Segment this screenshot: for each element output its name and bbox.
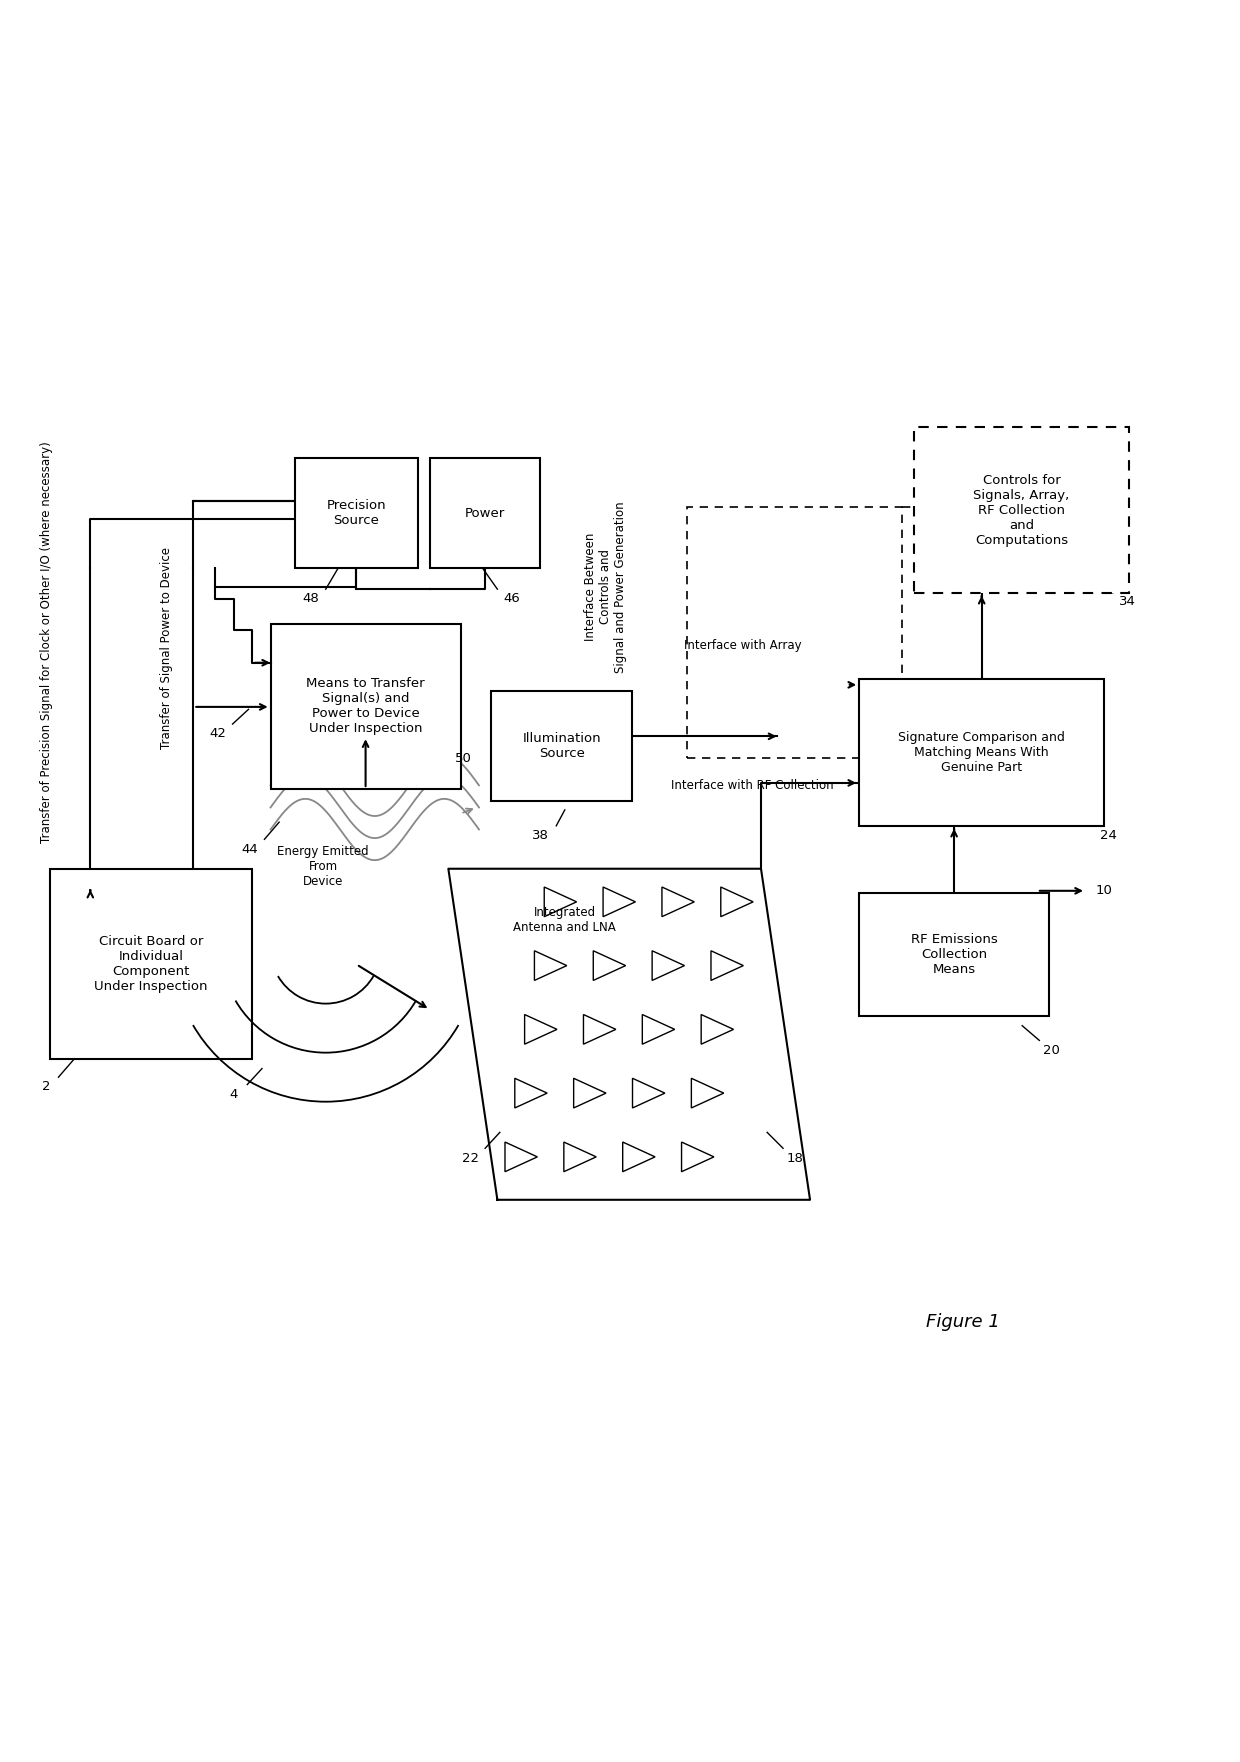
FancyBboxPatch shape xyxy=(914,428,1128,592)
FancyBboxPatch shape xyxy=(859,678,1105,826)
Text: Precision
Source: Precision Source xyxy=(326,499,386,527)
Text: 10: 10 xyxy=(1096,885,1112,897)
Text: Transfer of Precision Signal for Clock or Other I/O (where necessary): Transfer of Precision Signal for Clock o… xyxy=(40,440,52,842)
Text: 22: 22 xyxy=(463,1152,479,1165)
Text: Figure 1: Figure 1 xyxy=(926,1313,1001,1332)
Text: 20: 20 xyxy=(1043,1043,1060,1057)
Text: Interface with Array: Interface with Array xyxy=(683,640,801,652)
Text: 50: 50 xyxy=(455,752,471,765)
FancyBboxPatch shape xyxy=(430,458,541,569)
Text: Integrated
Antenna and LNA: Integrated Antenna and LNA xyxy=(513,906,616,934)
Text: Signature Comparison and
Matching Means With
Genuine Part: Signature Comparison and Matching Means … xyxy=(898,731,1065,774)
Text: RF Emissions
Collection
Means: RF Emissions Collection Means xyxy=(910,934,997,976)
FancyBboxPatch shape xyxy=(295,458,418,569)
Text: Means to Transfer
Signal(s) and
Power to Device
Under Inspection: Means to Transfer Signal(s) and Power to… xyxy=(306,677,425,735)
Text: Illumination
Source: Illumination Source xyxy=(522,733,601,759)
Text: 18: 18 xyxy=(787,1152,804,1165)
Text: 42: 42 xyxy=(210,728,226,740)
FancyBboxPatch shape xyxy=(859,893,1049,1017)
Text: 4: 4 xyxy=(229,1087,238,1101)
FancyBboxPatch shape xyxy=(491,691,632,802)
Text: Interface Between
Controls and
Signal and Power Generation: Interface Between Controls and Signal an… xyxy=(584,500,626,673)
Text: 2: 2 xyxy=(42,1080,51,1094)
Text: Power: Power xyxy=(465,507,505,520)
Text: Interface with RF Collection: Interface with RF Collection xyxy=(671,779,833,791)
Text: Transfer of Signal Power to Device: Transfer of Signal Power to Device xyxy=(160,546,172,749)
Text: Controls for
Signals, Array,
RF Collection
and
Computations: Controls for Signals, Array, RF Collecti… xyxy=(973,474,1070,546)
Text: 44: 44 xyxy=(242,842,258,856)
FancyBboxPatch shape xyxy=(270,624,460,789)
Text: Energy Emitted
From
Device: Energy Emitted From Device xyxy=(278,844,370,888)
FancyBboxPatch shape xyxy=(50,869,252,1059)
Text: Circuit Board or
Individual
Component
Under Inspection: Circuit Board or Individual Component Un… xyxy=(94,936,208,992)
Text: 48: 48 xyxy=(303,592,320,606)
Text: 46: 46 xyxy=(503,592,521,606)
Text: 24: 24 xyxy=(1100,830,1116,842)
Text: 34: 34 xyxy=(1120,596,1136,608)
Text: 38: 38 xyxy=(532,830,549,842)
